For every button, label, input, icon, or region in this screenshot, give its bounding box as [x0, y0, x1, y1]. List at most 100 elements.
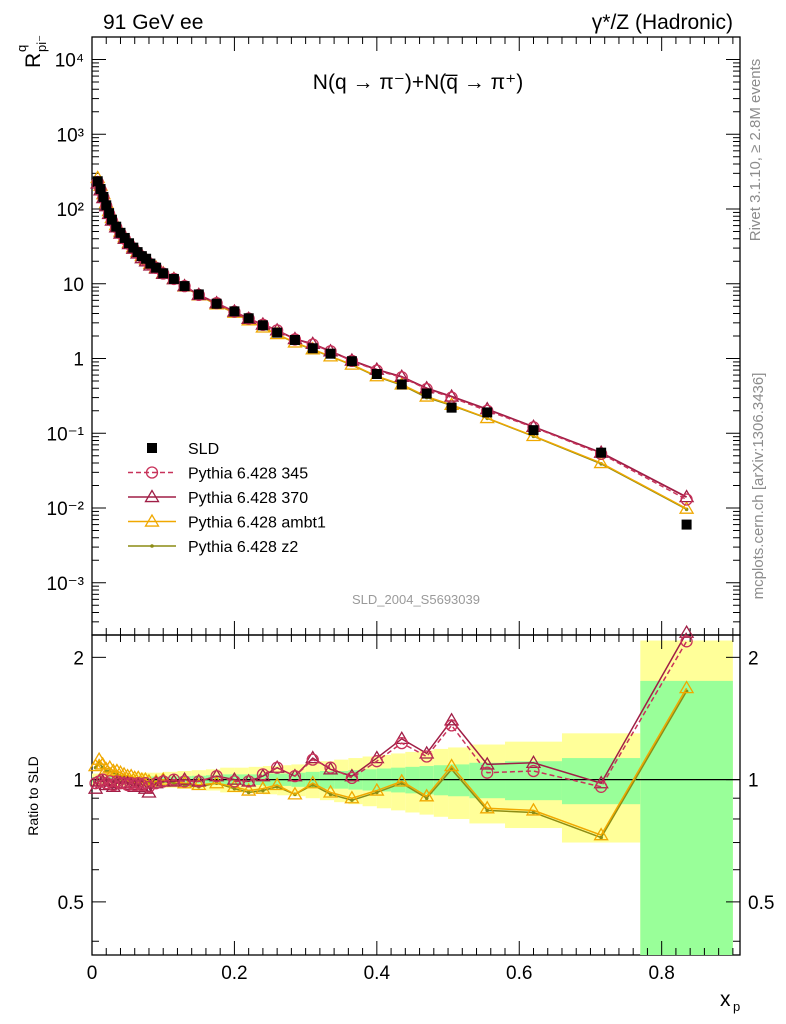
plot-label: N(q → π⁻)+N(q̅ → π⁺) [313, 71, 523, 94]
ratio-point [322, 761, 339, 775]
main-point [678, 489, 695, 503]
ratio-point [369, 782, 385, 796]
ratio-point [527, 764, 540, 778]
main-point [98, 191, 109, 202]
ylabel-main: R [22, 53, 45, 68]
ratio-point [256, 768, 270, 781]
ratio-point [593, 827, 609, 841]
ratio-band-inner [433, 765, 449, 796]
ratio-point [594, 780, 608, 793]
main-point [396, 379, 407, 390]
ratio-point [261, 788, 265, 793]
legend-marker [150, 544, 154, 548]
main-point [178, 279, 191, 293]
ratio-point [678, 624, 695, 638]
ratio-point [208, 775, 225, 789]
ratio-point [479, 800, 495, 814]
main-point [289, 334, 300, 345]
main-point [111, 221, 122, 232]
ratio-point [443, 712, 460, 726]
main-point [115, 227, 126, 238]
ratio-point [178, 775, 191, 788]
main-ytick-label: 10 [63, 275, 84, 296]
header-right: γ*/Z (Hadronic) [592, 11, 733, 34]
analysis-id: SLD_2004_S5693039 [352, 592, 480, 607]
xtick-label: 0.4 [364, 963, 391, 984]
ratio-point [445, 719, 458, 732]
main-point [179, 281, 190, 292]
main-point [104, 208, 115, 219]
ratio-point [96, 773, 109, 786]
legend-marker [144, 489, 160, 503]
ratio-point [288, 769, 302, 783]
header-left: 91 GeV ee [103, 11, 203, 34]
main-ytick-label: 10⁻² [47, 499, 85, 520]
ratio-panel: Ratio to SLD x p [25, 634, 741, 1014]
main-point [157, 267, 170, 280]
main-point [482, 407, 493, 418]
main-point [167, 272, 181, 286]
xtick-label: 0.6 [506, 963, 532, 984]
ratio-point [149, 777, 163, 790]
main-point [229, 306, 240, 317]
main-point [596, 447, 607, 458]
main-yticks [92, 36, 740, 636]
ratio-point [105, 779, 121, 793]
xticks [91, 37, 734, 955]
ratio-ytick-label: 0.5 [58, 893, 84, 914]
main-ytick-label: 1 [73, 350, 84, 371]
main-point [228, 305, 241, 318]
main-point [193, 289, 204, 300]
ratio-point [525, 802, 542, 816]
ratio-point [287, 786, 303, 800]
main-ytick-label: 10³ [57, 125, 84, 146]
main-point [119, 232, 130, 243]
ratio-point [102, 759, 118, 773]
ratio-point [350, 798, 354, 802]
xtick-label: 0.8 [648, 963, 674, 984]
ratio-point [481, 766, 494, 779]
main-point [528, 425, 539, 436]
legend-marker [147, 443, 157, 453]
ratio-point [531, 810, 536, 815]
ratio-point [680, 635, 693, 648]
legend-label: Pythia 6.428 370 [188, 490, 308, 507]
ratio-ytick-label-right: 2 [748, 648, 759, 669]
main-point [681, 519, 692, 530]
ratio-ytick-label: 2 [73, 648, 84, 669]
ratio-point [191, 773, 207, 787]
source-label: mcplots.cern.ch [arXiv:1306.3436] [750, 373, 767, 600]
ratio-point [420, 750, 433, 763]
ratio-point [287, 768, 303, 782]
main-point [345, 354, 359, 368]
ratio-point [241, 782, 257, 796]
ratio-point [678, 680, 695, 694]
main-point [211, 298, 222, 309]
ratio-point [345, 771, 359, 785]
ratio-point [269, 759, 285, 773]
ratio-band-inner [640, 680, 733, 955]
ratio-ylabel: Ratio to SLD [25, 756, 41, 835]
xlabel: x [720, 988, 731, 1011]
ratio-point [305, 750, 321, 764]
ratio-point [324, 761, 337, 774]
main-point [346, 356, 357, 367]
ratio-ytick-label: 1 [73, 771, 84, 792]
main-point [192, 288, 205, 302]
ratio-point [226, 771, 243, 785]
ylabel-super: q [14, 45, 29, 52]
main-point [678, 500, 695, 514]
ratio-point [270, 761, 284, 774]
ratio-point [599, 835, 603, 840]
ratio-point [443, 758, 460, 772]
ratio-point [134, 779, 150, 793]
ratio-point [344, 790, 360, 804]
ratio-point [208, 768, 225, 782]
ratio-series-pythia-6-428-345 [89, 635, 693, 793]
main-ytick-label: 10⁴ [55, 51, 84, 72]
rivet-label: Rivet 3.1.10, ≥ 2.8M events [747, 59, 764, 242]
chart-marks: 10⁻³ 10⁻² 10⁻¹ 1 10 10² 10³ 10⁴ 0.5 0.5 1 1 2 2 0 0.2 0.… [47, 36, 774, 984]
main-point [243, 313, 254, 324]
ratio-point [395, 736, 408, 750]
main-ylabel: R q pi⁻ [14, 35, 49, 68]
